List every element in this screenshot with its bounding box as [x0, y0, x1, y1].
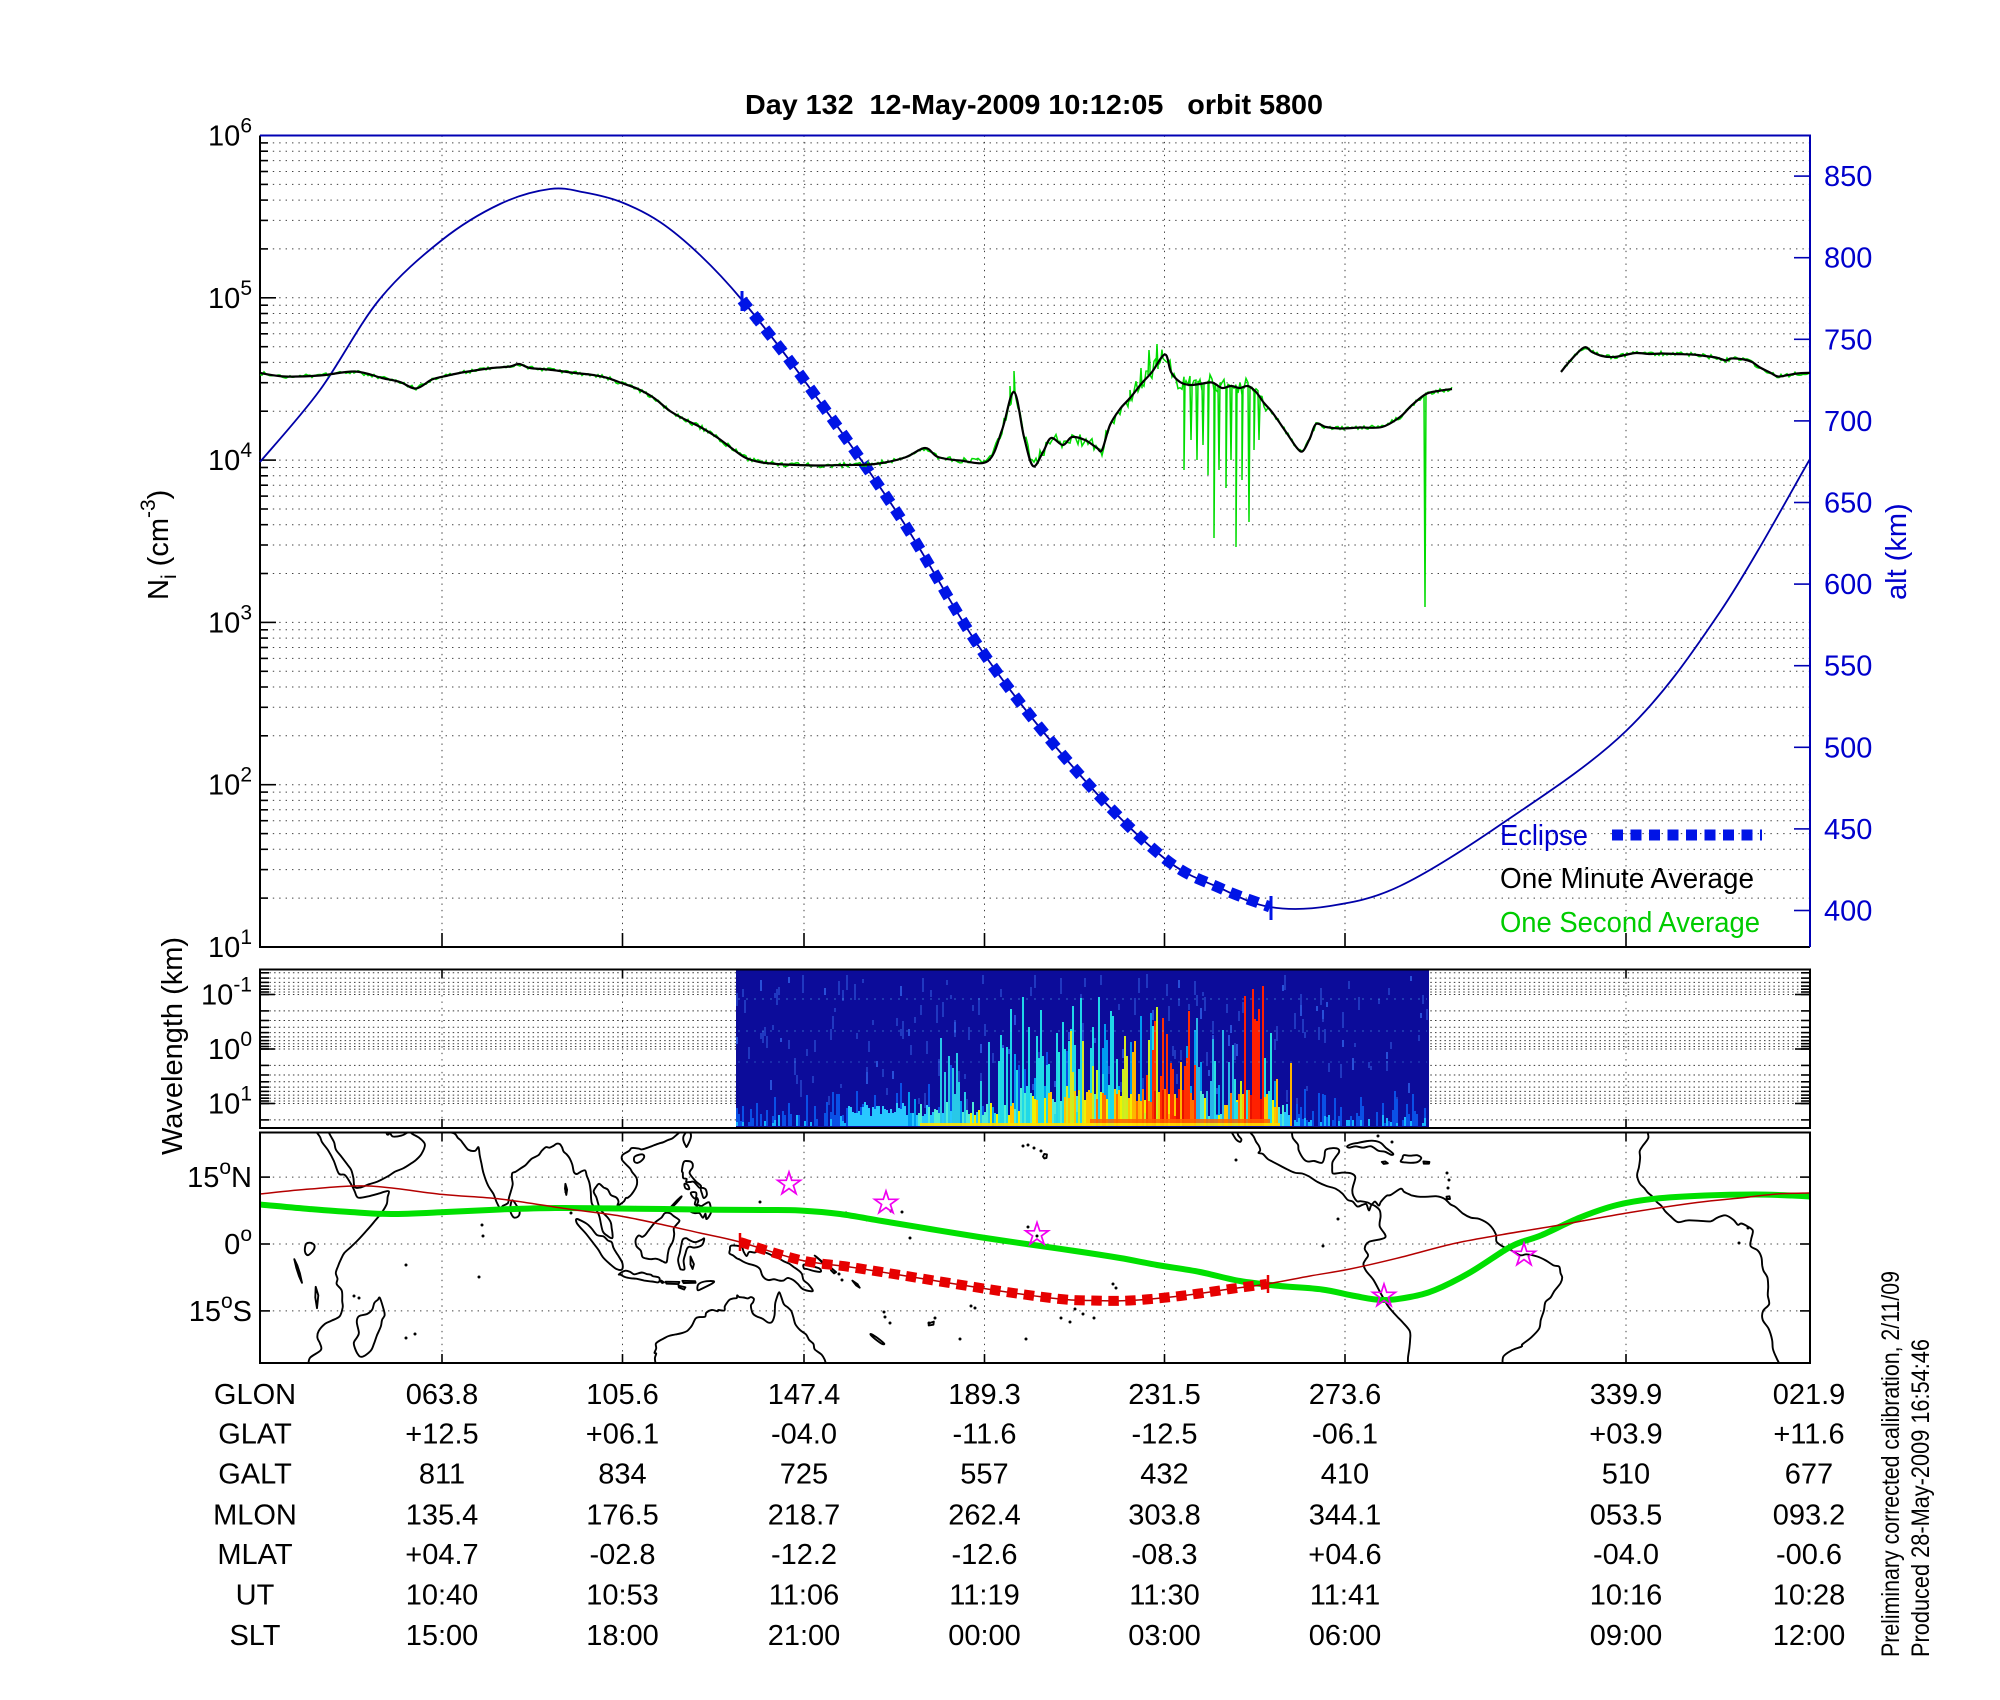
svg-text:104: 104 — [208, 439, 252, 477]
svg-text:-00.6: -00.6 — [1776, 1539, 1842, 1571]
svg-text:15:00: 15:00 — [406, 1620, 479, 1652]
svg-text:189.3: 189.3 — [948, 1379, 1021, 1411]
svg-text:06:00: 06:00 — [1309, 1620, 1382, 1652]
svg-text:0o: 0o — [224, 1223, 252, 1261]
svg-text:677: 677 — [1785, 1459, 1833, 1491]
svg-text:-12.6: -12.6 — [951, 1539, 1017, 1571]
svg-text:18:00: 18:00 — [586, 1620, 659, 1652]
svg-text:SLT: SLT — [229, 1620, 280, 1652]
svg-text:+03.9: +03.9 — [1589, 1419, 1662, 1451]
svg-text:+12.5: +12.5 — [405, 1419, 478, 1451]
svg-text:UT: UT — [236, 1580, 275, 1612]
svg-text:MLAT: MLAT — [217, 1539, 292, 1571]
svg-text:10-1: 10-1 — [201, 974, 252, 1012]
svg-text:10:28: 10:28 — [1773, 1580, 1846, 1612]
svg-text:21:00: 21:00 — [768, 1620, 841, 1652]
svg-text:218.7: 218.7 — [768, 1500, 841, 1532]
svg-text:Day 132 12-May-2009 10:12:05: Day 132 12-May-2009 10:12:05 orbit 5800 — [745, 89, 1323, 120]
svg-text:GALT: GALT — [218, 1459, 292, 1491]
svg-text:Wavelength (km): Wavelength (km) — [157, 937, 189, 1155]
svg-text:-02.8: -02.8 — [589, 1539, 655, 1571]
svg-text:500: 500 — [1824, 732, 1872, 764]
svg-text:MLON: MLON — [213, 1500, 297, 1532]
svg-text:10:53: 10:53 — [586, 1580, 659, 1612]
svg-text:10:16: 10:16 — [1590, 1580, 1663, 1612]
svg-text:11:30: 11:30 — [1129, 1580, 1199, 1612]
svg-text:+06.1: +06.1 — [586, 1419, 659, 1451]
svg-text:106: 106 — [208, 115, 252, 153]
svg-text:510: 510 — [1602, 1459, 1650, 1491]
svg-text:550: 550 — [1824, 651, 1872, 683]
svg-text:-11.6: -11.6 — [953, 1419, 1017, 1451]
svg-text:105.6: 105.6 — [586, 1379, 659, 1411]
svg-text:147.4: 147.4 — [768, 1379, 841, 1411]
svg-text:+11.6: +11.6 — [1773, 1419, 1844, 1451]
svg-text:-12.2: -12.2 — [771, 1539, 837, 1571]
svg-text:-04.0: -04.0 — [771, 1419, 837, 1451]
svg-text:alt (km): alt (km) — [1881, 503, 1913, 600]
svg-text:135.4: 135.4 — [406, 1500, 479, 1532]
svg-text:-08.3: -08.3 — [1131, 1539, 1197, 1571]
svg-text:600: 600 — [1824, 569, 1872, 601]
svg-text:100: 100 — [208, 1028, 252, 1066]
svg-text:650: 650 — [1824, 488, 1872, 520]
svg-text:+04.6: +04.6 — [1308, 1539, 1381, 1571]
svg-text:231.5: 231.5 — [1128, 1379, 1201, 1411]
svg-text:One Minute Average: One Minute Average — [1500, 863, 1754, 895]
svg-text:093.2: 093.2 — [1773, 1500, 1846, 1532]
svg-text:303.8: 303.8 — [1128, 1500, 1201, 1532]
svg-text:800: 800 — [1824, 243, 1872, 275]
svg-text:03:00: 03:00 — [1128, 1620, 1201, 1652]
svg-text:339.9: 339.9 — [1590, 1379, 1663, 1411]
svg-text:400: 400 — [1824, 896, 1872, 928]
svg-text:273.6: 273.6 — [1309, 1379, 1382, 1411]
svg-text:105: 105 — [208, 277, 252, 315]
svg-text:GLON: GLON — [214, 1379, 296, 1411]
svg-text:15oS: 15oS — [189, 1290, 252, 1328]
svg-text:410: 410 — [1321, 1459, 1369, 1491]
svg-text:GLAT: GLAT — [218, 1419, 292, 1451]
svg-text:450: 450 — [1824, 814, 1872, 846]
svg-text:101: 101 — [208, 926, 252, 964]
svg-text:-04.0: -04.0 — [1593, 1539, 1659, 1571]
svg-text:One Second Average: One Second Average — [1500, 907, 1760, 939]
svg-text:+04.7: +04.7 — [405, 1539, 478, 1571]
svg-text:432: 432 — [1140, 1459, 1188, 1491]
svg-text:-06.1: -06.1 — [1312, 1419, 1378, 1451]
svg-text:176.5: 176.5 — [586, 1500, 659, 1532]
svg-text:11:41: 11:41 — [1310, 1580, 1380, 1612]
svg-text:700: 700 — [1824, 406, 1872, 438]
svg-text:750: 750 — [1824, 324, 1872, 356]
svg-text:09:00: 09:00 — [1590, 1620, 1663, 1652]
svg-text:15oN: 15oN — [187, 1156, 252, 1194]
svg-text:Preliminary corrected calibrat: Preliminary corrected calibration, 2/11/… — [1877, 1271, 1905, 1657]
svg-text:00:00: 00:00 — [948, 1620, 1021, 1652]
svg-text:262.4: 262.4 — [948, 1500, 1021, 1532]
svg-text:Ni (cm-3): Ni (cm-3) — [137, 490, 181, 600]
svg-text:053.5: 053.5 — [1590, 1500, 1663, 1532]
svg-text:063.8: 063.8 — [406, 1379, 479, 1411]
svg-text:834: 834 — [598, 1459, 646, 1491]
svg-text:10:40: 10:40 — [406, 1580, 479, 1612]
svg-text:101: 101 — [208, 1083, 252, 1121]
svg-text:11:06: 11:06 — [769, 1580, 839, 1612]
svg-text:557: 557 — [960, 1459, 1008, 1491]
svg-text:021.9: 021.9 — [1773, 1379, 1846, 1411]
svg-text:12:00: 12:00 — [1773, 1620, 1846, 1652]
svg-text:Eclipse: Eclipse — [1500, 820, 1588, 852]
svg-text:103: 103 — [208, 601, 252, 639]
svg-text:344.1: 344.1 — [1309, 1500, 1382, 1532]
svg-text:850: 850 — [1824, 161, 1872, 193]
svg-text:11:19: 11:19 — [949, 1580, 1019, 1612]
svg-text:Produced 28-May-2009 16:54:46: Produced 28-May-2009 16:54:46 — [1907, 1339, 1935, 1657]
svg-text:102: 102 — [208, 764, 252, 802]
svg-text:811: 811 — [419, 1459, 465, 1491]
svg-text:-12.5: -12.5 — [1131, 1419, 1197, 1451]
svg-text:725: 725 — [780, 1459, 828, 1491]
